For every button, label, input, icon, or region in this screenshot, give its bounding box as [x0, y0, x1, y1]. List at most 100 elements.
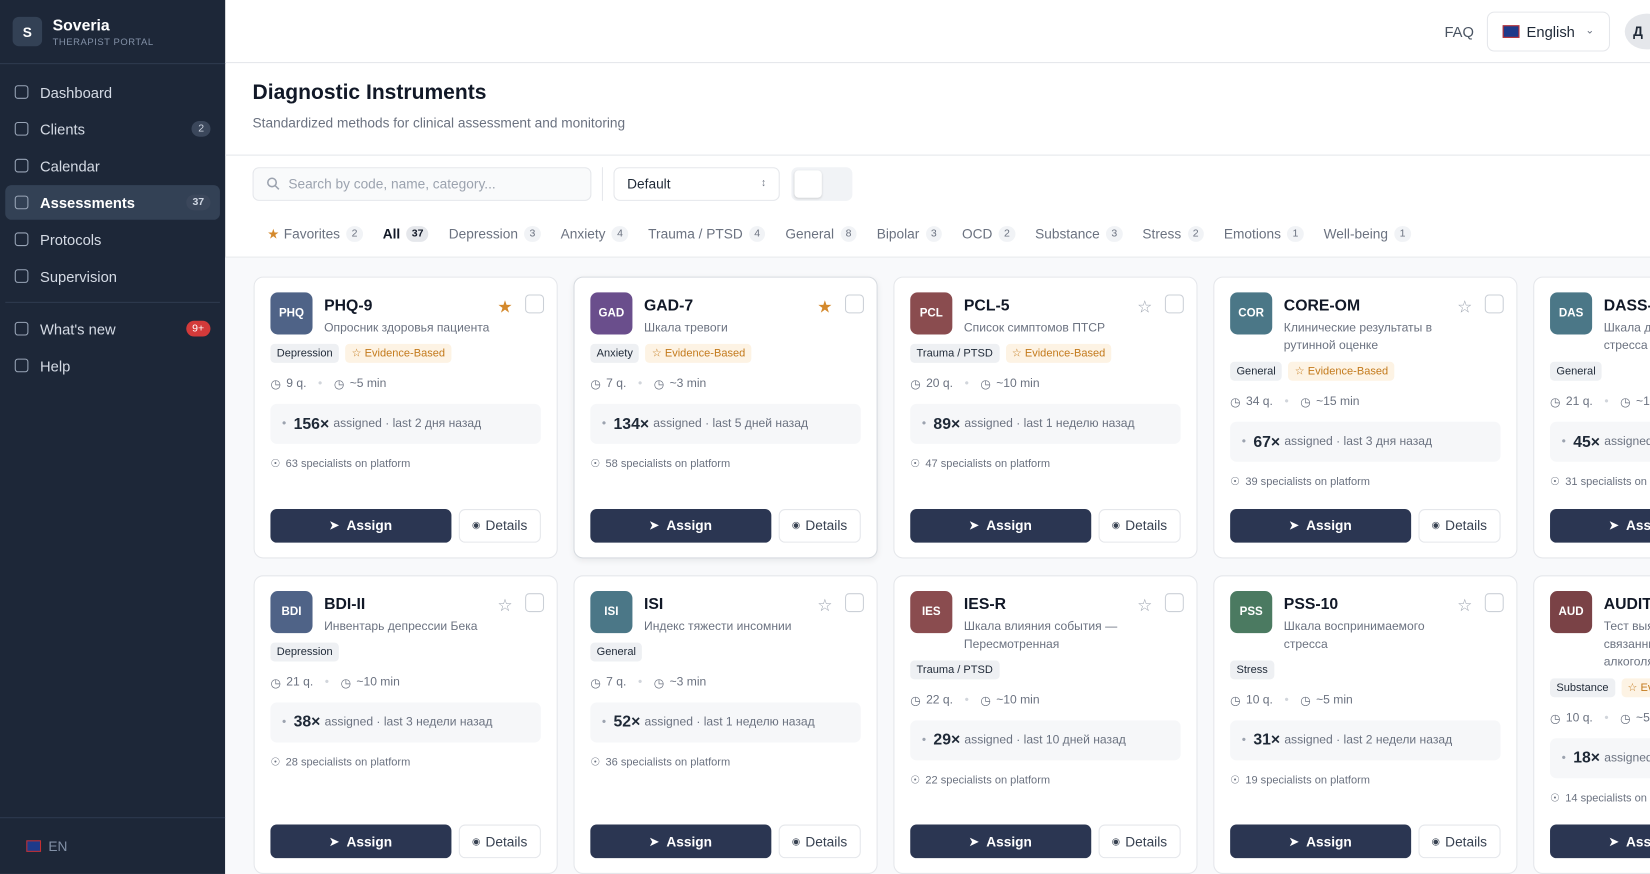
- select-checkbox[interactable]: [844, 294, 864, 314]
- question-count: 7 q.: [606, 377, 627, 391]
- details-button[interactable]: ◉ Details: [1418, 824, 1501, 859]
- favorite-toggle[interactable]: ☆: [1137, 298, 1153, 317]
- filter-tab[interactable]: Well-being 1: [1324, 226, 1411, 242]
- list-view[interactable]: [822, 170, 849, 197]
- nav-badge: 9+: [185, 320, 211, 337]
- search-input[interactable]: Search by code, name, category...: [252, 166, 592, 201]
- nav-item[interactable]: Assessments 37: [5, 185, 220, 220]
- assign-count: 29×: [933, 730, 961, 749]
- filter-tab[interactable]: OCD 2: [962, 226, 1016, 242]
- usage-stats: • 67× assigned · last 3 дня назад: [1230, 421, 1501, 462]
- nav-item[interactable]: Calendar: [5, 148, 220, 183]
- filter-tab[interactable]: Emotions 1: [1224, 226, 1304, 242]
- instrument-code: ISI: [644, 594, 664, 613]
- select-checkbox[interactable]: [525, 294, 545, 314]
- assign-button[interactable]: ➤ Assign: [270, 508, 452, 543]
- nav-item[interactable]: Supervision: [5, 259, 220, 294]
- filter-tab[interactable]: General 8: [785, 226, 857, 242]
- nav-icon: [14, 269, 29, 283]
- assign-button[interactable]: ➤ Assign: [910, 508, 1091, 543]
- dot: •: [1561, 435, 1566, 449]
- send-icon: ➤: [969, 835, 979, 849]
- card-meta: ◷ 21 q. • ◷ ~10 min: [1550, 394, 1650, 409]
- assign-button[interactable]: ➤ Assign: [590, 508, 771, 543]
- details-button[interactable]: ◉ Details: [1098, 508, 1181, 543]
- instrument-name: Список симптомов ПТСР: [963, 321, 1106, 335]
- filter-tab[interactable]: Bipolar 3: [877, 226, 943, 242]
- details-button[interactable]: ◉ Details: [778, 508, 861, 543]
- evidence-label: Evidence-Based: [664, 347, 746, 360]
- language-switch[interactable]: EN: [0, 817, 226, 874]
- nav-label: Supervision: [39, 267, 117, 285]
- tab-count: 4: [749, 226, 766, 242]
- assign-button[interactable]: ➤ Assign: [1550, 508, 1650, 543]
- details-button[interactable]: ◉ Details: [778, 824, 861, 859]
- filter-tab[interactable]: Stress 2: [1142, 226, 1204, 242]
- people-icon: ☉: [910, 457, 921, 471]
- favorite-toggle[interactable]: ☆: [1137, 596, 1153, 615]
- select-checkbox[interactable]: [1164, 294, 1184, 314]
- specialists-text: 47 specialists on platform: [925, 457, 1051, 471]
- assign-button[interactable]: ➤ Assign: [270, 824, 452, 859]
- question-count: 34 q.: [1245, 395, 1273, 409]
- eye-icon: ◉: [1111, 835, 1121, 847]
- filter-tab[interactable]: Substance 3: [1035, 226, 1123, 242]
- assign-button[interactable]: ➤ Assign: [910, 824, 1091, 859]
- select-checkbox[interactable]: [844, 592, 864, 612]
- assign-button[interactable]: ➤ Assign: [1230, 824, 1411, 859]
- details-button[interactable]: ◉ Details: [458, 824, 541, 859]
- send-icon: ➤: [1608, 519, 1619, 533]
- card-meta: ◷ 34 q. • ◷ ~15 min: [1230, 394, 1500, 409]
- select-checkbox[interactable]: [1164, 592, 1184, 612]
- nav-item[interactable]: Help: [5, 348, 220, 383]
- favorite-toggle[interactable]: ☆: [817, 596, 833, 615]
- card-header: PSS PSS-10 Шкала воспринимаемого стресса: [1230, 590, 1500, 654]
- avatar[interactable]: Д: [1624, 13, 1650, 49]
- instrument-card: IES IES-R Шкала влияния события — Пересмот…: [893, 574, 1198, 874]
- filter-tab[interactable]: Depression 3: [449, 226, 541, 242]
- separator: •: [964, 377, 969, 391]
- instrument-icon: BDI: [270, 590, 313, 633]
- nav-item[interactable]: Clients 2: [5, 111, 220, 146]
- clock-icon: ◷: [1620, 396, 1631, 410]
- duration: ~5 min: [1316, 693, 1353, 707]
- favorite-toggle[interactable]: ☆: [1457, 298, 1473, 317]
- filter-tab[interactable]: Anxiety 4: [561, 226, 629, 242]
- instrument-card: AUD AUDIT Тест выявления расстройств, связ…: [1533, 574, 1650, 874]
- tab-label: All: [382, 226, 401, 242]
- details-button[interactable]: ◉ Details: [458, 508, 541, 543]
- nav-item[interactable]: What's new 9+: [5, 311, 220, 346]
- details-button[interactable]: ◉ Details: [1418, 508, 1501, 543]
- last-assigned: last 1 неделю назад: [703, 715, 815, 729]
- tab-label: Trauma / PTSD: [648, 226, 743, 242]
- tab-count: 2: [346, 226, 363, 242]
- favorite-toggle[interactable]: ☆: [1457, 596, 1473, 615]
- assign-button[interactable]: ➤ Assign: [590, 824, 771, 859]
- language-select[interactable]: English ⌄: [1486, 11, 1611, 52]
- details-button[interactable]: ◉ Details: [1098, 824, 1181, 859]
- card-header: IES IES-R Шкала влияния события — Пересмот…: [910, 590, 1180, 654]
- select-checkbox[interactable]: [1484, 592, 1504, 612]
- nav-item[interactable]: Protocols: [5, 222, 220, 257]
- sort-select[interactable]: Default ↕: [613, 166, 780, 201]
- filter-tab[interactable]: Trauma / PTSD 4: [648, 226, 766, 242]
- favorite-toggle[interactable]: ★: [817, 298, 833, 317]
- nav-item[interactable]: Dashboard: [5, 75, 220, 110]
- assign-button[interactable]: ➤ Assign: [1230, 508, 1411, 543]
- select-checkbox[interactable]: [525, 592, 545, 612]
- grid-view[interactable]: [794, 169, 822, 198]
- card-titles: IES-R Шкала влияния события — Пересмотрен…: [964, 591, 1132, 654]
- filter-tab[interactable]: ★ Favorites 2: [267, 226, 363, 243]
- evidence-tag: ☆ Evidence-Based: [645, 343, 752, 363]
- favorite-toggle[interactable]: ★: [497, 298, 513, 317]
- card-header: ISI ISI Индекс тяжести инсомнии: [590, 590, 860, 636]
- select-checkbox[interactable]: [1484, 294, 1504, 314]
- tags: General: [1550, 361, 1650, 381]
- tab-count: 37: [406, 226, 429, 242]
- assign-button[interactable]: ➤ Assign: [1550, 824, 1650, 859]
- filter-tab[interactable]: All 37: [383, 226, 429, 242]
- favorite-toggle[interactable]: ☆: [497, 596, 513, 615]
- faq-link[interactable]: FAQ: [1444, 22, 1474, 40]
- specialists: ☉ 28 specialists on platform: [270, 756, 540, 769]
